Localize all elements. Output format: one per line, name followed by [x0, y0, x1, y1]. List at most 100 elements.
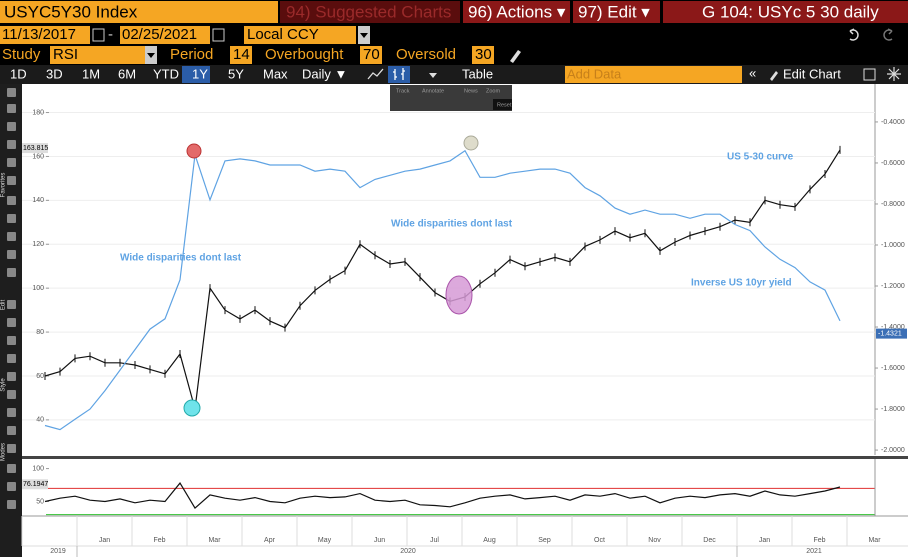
- calendar-icon[interactable]: [212, 28, 225, 42]
- tool-icon[interactable]: [7, 232, 16, 241]
- last-value-box: [22, 143, 48, 154]
- tool-icon[interactable]: [7, 372, 16, 381]
- x-tick-label: Sep: [538, 537, 551, 544]
- bar-chart-button[interactable]: [388, 66, 410, 83]
- tool-icon[interactable]: [7, 354, 16, 363]
- settings-icon[interactable]: [887, 67, 901, 81]
- line-chart-icon[interactable]: [367, 68, 384, 80]
- title: G 104: USYc 5 30 daily: [702, 2, 879, 21]
- tool-icon[interactable]: [7, 444, 16, 453]
- y-tick-label: 80: [36, 329, 44, 336]
- date-separator: -: [108, 26, 113, 43]
- x-tick-label: Jul: [430, 537, 439, 544]
- popup-item[interactable]: Zoom: [486, 88, 500, 94]
- popup-item[interactable]: Track: [396, 88, 410, 94]
- oversold: 30: [475, 46, 492, 63]
- period-button[interactable]: 1D: [10, 66, 27, 81]
- year-label: 2020: [400, 548, 416, 555]
- y2-tick-label: -1.2000: [881, 283, 905, 290]
- add-data: Add Data: [567, 66, 622, 81]
- y-tick-label: 100: [32, 285, 44, 292]
- tool-icon[interactable]: [7, 88, 16, 97]
- collapse-icon[interactable]: «: [749, 65, 756, 80]
- x-tick-label: Jun: [374, 537, 385, 544]
- tool-icon[interactable]: [7, 318, 16, 327]
- suggested-button[interactable]: [280, 1, 460, 23]
- tool-icon[interactable]: [7, 464, 16, 473]
- pencil-icon[interactable]: [510, 50, 521, 63]
- period-button[interactable]: Max: [263, 66, 288, 81]
- actions-button[interactable]: [463, 1, 570, 23]
- x-tick-label: Nov: [648, 537, 661, 544]
- y2-tick-label: -2.0000: [881, 447, 905, 454]
- bar-chart-icon: [393, 68, 405, 80]
- tool-icon[interactable]: [7, 426, 16, 435]
- period-buttons: 1D 3D 1M 6M YTD 1Y 5Y Max: [10, 66, 288, 83]
- period-button[interactable]: 3D: [46, 66, 63, 81]
- x-tick-label: Oct: [594, 537, 605, 544]
- undo-icon[interactable]: [849, 28, 859, 41]
- sidebar-label: Modes: [1, 443, 7, 461]
- tool-icon[interactable]: [7, 300, 16, 309]
- study-field[interactable]: [50, 46, 145, 64]
- tool-icon[interactable]: [7, 196, 16, 205]
- calendar-icon[interactable]: [92, 28, 105, 42]
- sidebar-icons: Favorites Edit Style Modes: [1, 88, 16, 509]
- end-date-field[interactable]: [120, 26, 210, 44]
- edit-icon[interactable]: [863, 68, 876, 81]
- add-data-field[interactable]: [565, 66, 742, 83]
- period-button[interactable]: 1Y: [192, 66, 208, 81]
- table-button[interactable]: Table: [462, 66, 493, 81]
- tool-icon[interactable]: [7, 158, 16, 167]
- y-tick-label: 50: [36, 498, 44, 505]
- popup-item[interactable]: News: [464, 88, 478, 94]
- popup-item[interactable]: Annotate: [422, 88, 444, 94]
- tool-icon[interactable]: [7, 140, 16, 149]
- redo-icon[interactable]: [883, 28, 893, 41]
- popup-item[interactable]: Reset: [497, 102, 512, 108]
- period-button[interactable]: 1M: [82, 66, 100, 81]
- tool-icon[interactable]: [7, 408, 16, 417]
- tool-icon[interactable]: [7, 214, 16, 223]
- currency-field[interactable]: [244, 26, 356, 44]
- tool-icon[interactable]: [7, 122, 16, 131]
- tool-icon[interactable]: [7, 390, 16, 399]
- edit-button[interactable]: [573, 1, 660, 23]
- y2-tick-label: -1.6000: [881, 365, 905, 372]
- x-tick-label: Mar: [208, 537, 221, 544]
- year-label: 2021: [806, 548, 822, 555]
- y2-tick-label: -1.8000: [881, 406, 905, 413]
- period-button[interactable]: 5Y: [228, 66, 244, 81]
- study-name: RSI: [53, 46, 78, 63]
- edit-chart[interactable]: Edit Chart: [783, 66, 841, 81]
- start-date-field[interactable]: [0, 26, 90, 44]
- annotation: US 5-30 curve: [727, 152, 794, 163]
- tool-icon[interactable]: [7, 176, 16, 185]
- tool-icon[interactable]: [7, 268, 16, 277]
- period-button[interactable]: YTD: [153, 66, 179, 81]
- tool-icon[interactable]: [7, 336, 16, 345]
- last-value: 163.815: [23, 145, 48, 152]
- period-button[interactable]: 6M: [118, 66, 136, 81]
- edit: 97) Edit ▾: [578, 2, 650, 21]
- overbought-field[interactable]: [360, 46, 382, 64]
- overbought: 70: [363, 46, 380, 63]
- popup-toolbar: [390, 85, 512, 111]
- series-line: [44, 149, 841, 431]
- tool-icon[interactable]: [7, 104, 16, 113]
- dropdown-arrow[interactable]: [429, 73, 437, 78]
- tool-icon[interactable]: [7, 500, 16, 509]
- main-plot: 40 60 80 100 120 140 160 180 -0.4000 -0.6000 -0.80…: [21, 84, 908, 557]
- chart-area: [22, 84, 908, 557]
- ticker: USYC5Y30 Index: [4, 2, 138, 21]
- reset-button[interactable]: [493, 99, 512, 110]
- tool-icon[interactable]: [7, 250, 16, 259]
- ticker-field[interactable]: [0, 1, 278, 23]
- series-line: [44, 482, 841, 510]
- period-field[interactable]: [230, 46, 252, 64]
- oversold-field[interactable]: [472, 46, 494, 64]
- tool-icon[interactable]: [7, 482, 16, 491]
- study-label: Study: [2, 46, 41, 63]
- frequency[interactable]: Daily ▼: [302, 66, 347, 81]
- toolbar: [0, 65, 908, 84]
